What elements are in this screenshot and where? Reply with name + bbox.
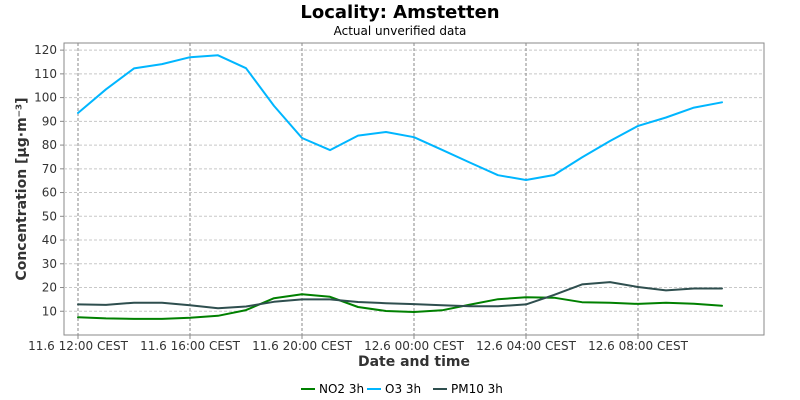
- chart-subtitle: Actual unverified data: [334, 24, 467, 38]
- y-tick-label: 70: [42, 162, 57, 176]
- grid: [64, 43, 764, 335]
- series-line-pm10-3h: [77, 281, 723, 310]
- chart-title: Locality: Amstetten: [300, 2, 499, 23]
- x-tick-label: 12.6 08:00 CEST: [588, 339, 689, 353]
- y-tick-label: 30: [42, 257, 57, 271]
- x-tick-label: 12.6 00:00 CEST: [364, 339, 465, 353]
- y-axis-label: Concentration [µg·m⁻³]: [14, 97, 30, 280]
- y-tick-label: 100: [34, 91, 57, 105]
- x-tick-label: 11.6 20:00 CEST: [252, 339, 353, 353]
- y-tick-label: 80: [42, 138, 57, 152]
- series-lines: [77, 54, 723, 320]
- legend: NO2 3h O3 3h PM10 3h: [301, 382, 503, 396]
- legend-label-no2-3h: NO2 3h: [319, 382, 364, 396]
- legend-label-pm10-3h: PM10 3h: [451, 382, 503, 396]
- x-tick-label: 11.6 16:00 CEST: [140, 339, 241, 353]
- y-axis-ticks: 10 20 30 40 50 60 70 80 90 100 110 120: [34, 43, 64, 318]
- y-tick-label: 20: [42, 281, 57, 295]
- y-tick-label: 40: [42, 233, 57, 247]
- legend-label-o3-3h: O3 3h: [385, 382, 421, 396]
- y-tick-label: 110: [34, 67, 57, 81]
- series-line-no2-3h: [77, 293, 723, 320]
- y-tick-label: 10: [42, 304, 57, 318]
- series-line-o3-3h: [77, 54, 723, 181]
- y-tick-label: 90: [42, 114, 57, 128]
- x-tick-label: 12.6 04:00 CEST: [476, 339, 577, 353]
- x-axis-ticks: 11.6 12:00 CEST 11.6 16:00 CEST 11.6 20:00…: [28, 335, 689, 353]
- x-tick-label: 11.6 12:00 CEST: [28, 339, 129, 353]
- y-tick-label: 50: [42, 209, 57, 223]
- x-axis-label: Date and time: [358, 354, 470, 370]
- y-tick-label: 120: [34, 43, 57, 57]
- y-tick-label: 60: [42, 186, 57, 200]
